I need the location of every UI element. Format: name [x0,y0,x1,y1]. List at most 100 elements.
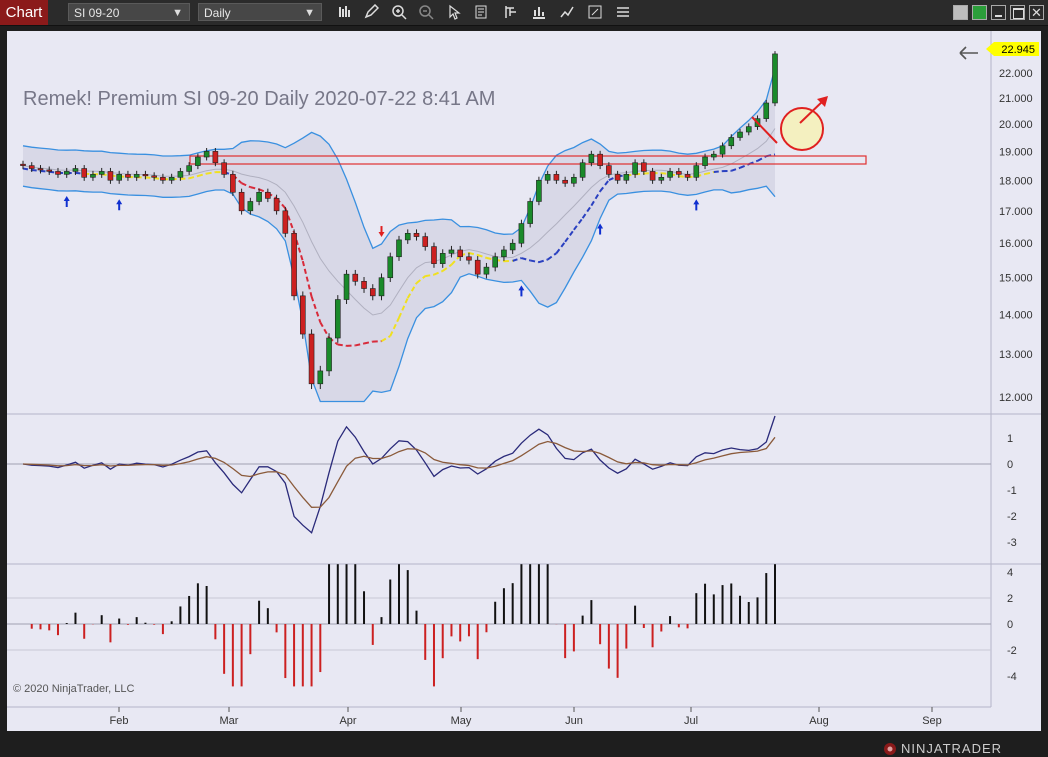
strategies-icon[interactable] [531,4,547,20]
price-axis-label: 13.000 [999,349,1033,361]
candle-body [273,198,280,212]
price-axis: 22.000 21.000 20.000 19.000 18.000 17.000 16.0… [999,68,1033,404]
pencil-icon[interactable] [363,4,379,20]
candle-body [90,174,96,178]
candle-body [710,153,717,158]
time-axis: Feb Mar Apr May Jun Jul Aug Sep [110,707,942,727]
trailing-stop-segment [442,263,453,272]
trailing-stop-segment [512,257,522,262]
trailing-stop-segment [337,343,347,347]
candle-body [238,191,245,212]
candle-body [186,165,192,172]
candle-body [553,174,560,181]
period-select[interactable]: Daily ▼ [198,3,322,21]
oscillator-axis-label: -2 [1007,511,1017,523]
candle-body [431,246,437,264]
minimize-icon[interactable] [991,5,1006,20]
trailing-stop-segment [486,256,496,261]
price-axis-label: 22.000 [999,68,1033,80]
candle-body [396,239,402,258]
target-circle [780,107,824,151]
trailing-stop-segment [363,340,373,345]
candle-body [527,201,533,224]
trailing-stop-segment [713,170,723,174]
candle-body [579,162,586,178]
oscillator-fast-line [22,415,776,534]
candle-body [404,232,411,241]
candle-body [221,162,227,175]
zoom-out-icon[interactable] [418,4,434,20]
instrument-select[interactable]: SI 09-20 ▼ [68,3,190,21]
trailing-stop-segment [188,175,199,180]
candle-body [518,223,525,244]
histogram-axis-label: 0 [1007,619,1013,631]
price-axis-label: 14.000 [999,310,1033,322]
close-icon[interactable]: ✕ [1029,5,1044,20]
candle-body [352,273,359,282]
histogram-axis-label: -4 [1007,671,1017,683]
maximize-icon[interactable] [1010,5,1025,20]
properties-icon[interactable] [503,4,519,20]
time-axis-label: Sep [922,715,942,727]
candle-body [658,177,665,181]
window-color-icon[interactable] [953,5,968,20]
candle-body [334,299,341,339]
link-icon[interactable] [972,5,987,20]
bar-style-icon[interactable] [337,4,353,20]
candle-body [448,249,455,254]
trailing-stop-segment [241,182,251,189]
trailing-stop-segment [180,177,190,180]
candle-body [606,165,612,175]
candle-body [693,165,700,178]
data-box-icon[interactable] [474,4,490,20]
candle-body [46,169,53,172]
trailing-stop-segment [425,273,435,278]
trailing-stop-segment [381,335,391,342]
candle-body [98,171,105,175]
chart-tab[interactable]: Chart [0,0,48,25]
templates-icon[interactable] [587,4,603,20]
more-icon[interactable] [615,4,631,20]
time-axis-label: May [451,715,472,727]
candle-body [597,153,603,166]
chart-toolbar: Chart SI 09-20 ▼ Daily ▼ ✕ [0,0,1048,26]
breakout-arrow [799,98,826,124]
zoom-in-icon[interactable] [391,4,407,20]
breakout-arrow-head [817,96,828,107]
time-axis-label: Jun [565,715,583,727]
candle-body [230,174,236,193]
candle-body [728,137,735,147]
trailing-stop-segment [468,252,478,256]
candle-body [544,174,551,181]
candle-body [413,232,420,237]
back-arrow-icon[interactable] [959,46,978,60]
price-chart[interactable]: Remek! Premium SI 09-20 Daily 2020-07-22… [7,31,1041,731]
bollinger-lower-line [22,185,776,403]
oscillator-axis-label: -3 [1007,537,1017,549]
sell-arrow-icon [378,226,385,238]
trailing-stop-segment [739,163,750,169]
buy-arrow-icon [597,223,604,235]
pointer-icon[interactable] [446,4,462,20]
chart-panel[interactable]: Remek! Premium SI 09-20 Daily 2020-07-22… [7,31,1041,731]
oscillator-axis: 1 0 -1 -2 -3 [1007,433,1017,549]
candle-body [151,175,157,178]
candle-body [614,174,621,181]
price-badge: 22.945 [1001,44,1035,56]
candle-body [562,179,568,184]
candle-body [649,171,656,181]
time-axis-label: Apr [339,715,356,727]
price-axis-label: 18.000 [999,175,1033,187]
drawing-tools-icon[interactable] [559,4,575,20]
candle-body [72,168,79,172]
trailing-stop-segment [415,275,426,284]
trailing-stop-segment [661,172,671,176]
candle-body [536,179,542,202]
trailing-stop-segment [538,258,548,264]
bollinger-upper-line [22,67,776,250]
candle-body [125,174,131,178]
trailing-stop-segment [398,297,409,319]
candle-body [20,163,26,166]
candle-body [641,162,647,172]
bollinger-mid-line [22,128,776,316]
